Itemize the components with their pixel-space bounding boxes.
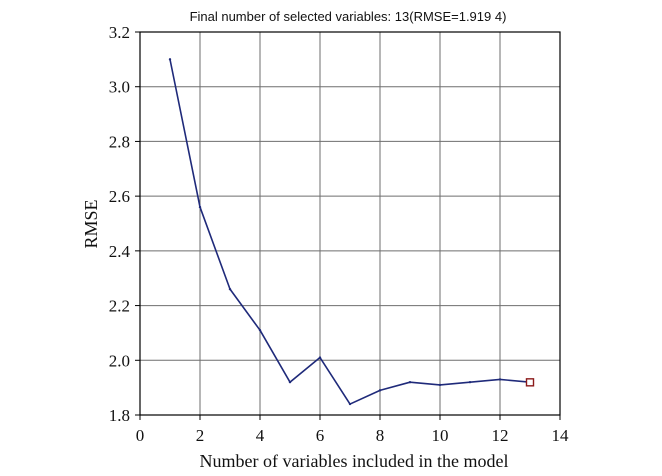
y-tick-label: 2.2 bbox=[109, 297, 130, 316]
x-tick-label: 12 bbox=[492, 426, 509, 445]
x-tick-label: 0 bbox=[136, 426, 145, 445]
y-tick-label: 2.8 bbox=[109, 132, 130, 151]
plot-frame bbox=[139, 31, 561, 416]
data-point bbox=[198, 205, 202, 209]
x-tick-label: 2 bbox=[196, 426, 205, 445]
x-tick-label: 10 bbox=[432, 426, 449, 445]
plot-area bbox=[140, 32, 560, 415]
y-tick-label: 2.4 bbox=[109, 242, 131, 261]
axes-box bbox=[139, 31, 561, 416]
y-tick-label: 1.8 bbox=[109, 406, 130, 425]
x-axis-label: Number of variables included in the mode… bbox=[200, 451, 509, 471]
data-point bbox=[168, 58, 172, 61]
data-point bbox=[228, 287, 232, 291]
data-point bbox=[258, 328, 262, 332]
data-point bbox=[348, 402, 352, 406]
chart-title: Final number of selected variables: 13(R… bbox=[190, 9, 507, 24]
grid bbox=[140, 32, 560, 415]
x-tick-label: 8 bbox=[376, 426, 385, 445]
y-ticks: 1.8 2.0 2.2 2.4 2.6 2.8 3.0 3.2 bbox=[109, 23, 140, 425]
x-tick-label: 14 bbox=[552, 426, 570, 445]
y-tick-label: 3.2 bbox=[109, 23, 130, 42]
y-axis-label: RMSE bbox=[81, 199, 101, 248]
series bbox=[168, 58, 535, 406]
x-ticks: 0 2 4 6 8 10 12 14 bbox=[136, 415, 569, 445]
selected-point-marker bbox=[525, 378, 535, 387]
data-point bbox=[288, 380, 292, 384]
y-tick-label: 2.6 bbox=[109, 187, 130, 206]
data-point bbox=[408, 380, 412, 384]
data-point bbox=[378, 389, 382, 392]
data-point bbox=[318, 356, 322, 359]
data-point bbox=[468, 380, 472, 384]
data-point bbox=[498, 378, 502, 381]
x-tick-label: 4 bbox=[256, 426, 265, 445]
y-tick-label: 2.0 bbox=[109, 351, 130, 370]
data-point bbox=[438, 383, 442, 387]
x-tick-label: 6 bbox=[316, 426, 325, 445]
y-tick-label: 3.0 bbox=[109, 78, 130, 97]
